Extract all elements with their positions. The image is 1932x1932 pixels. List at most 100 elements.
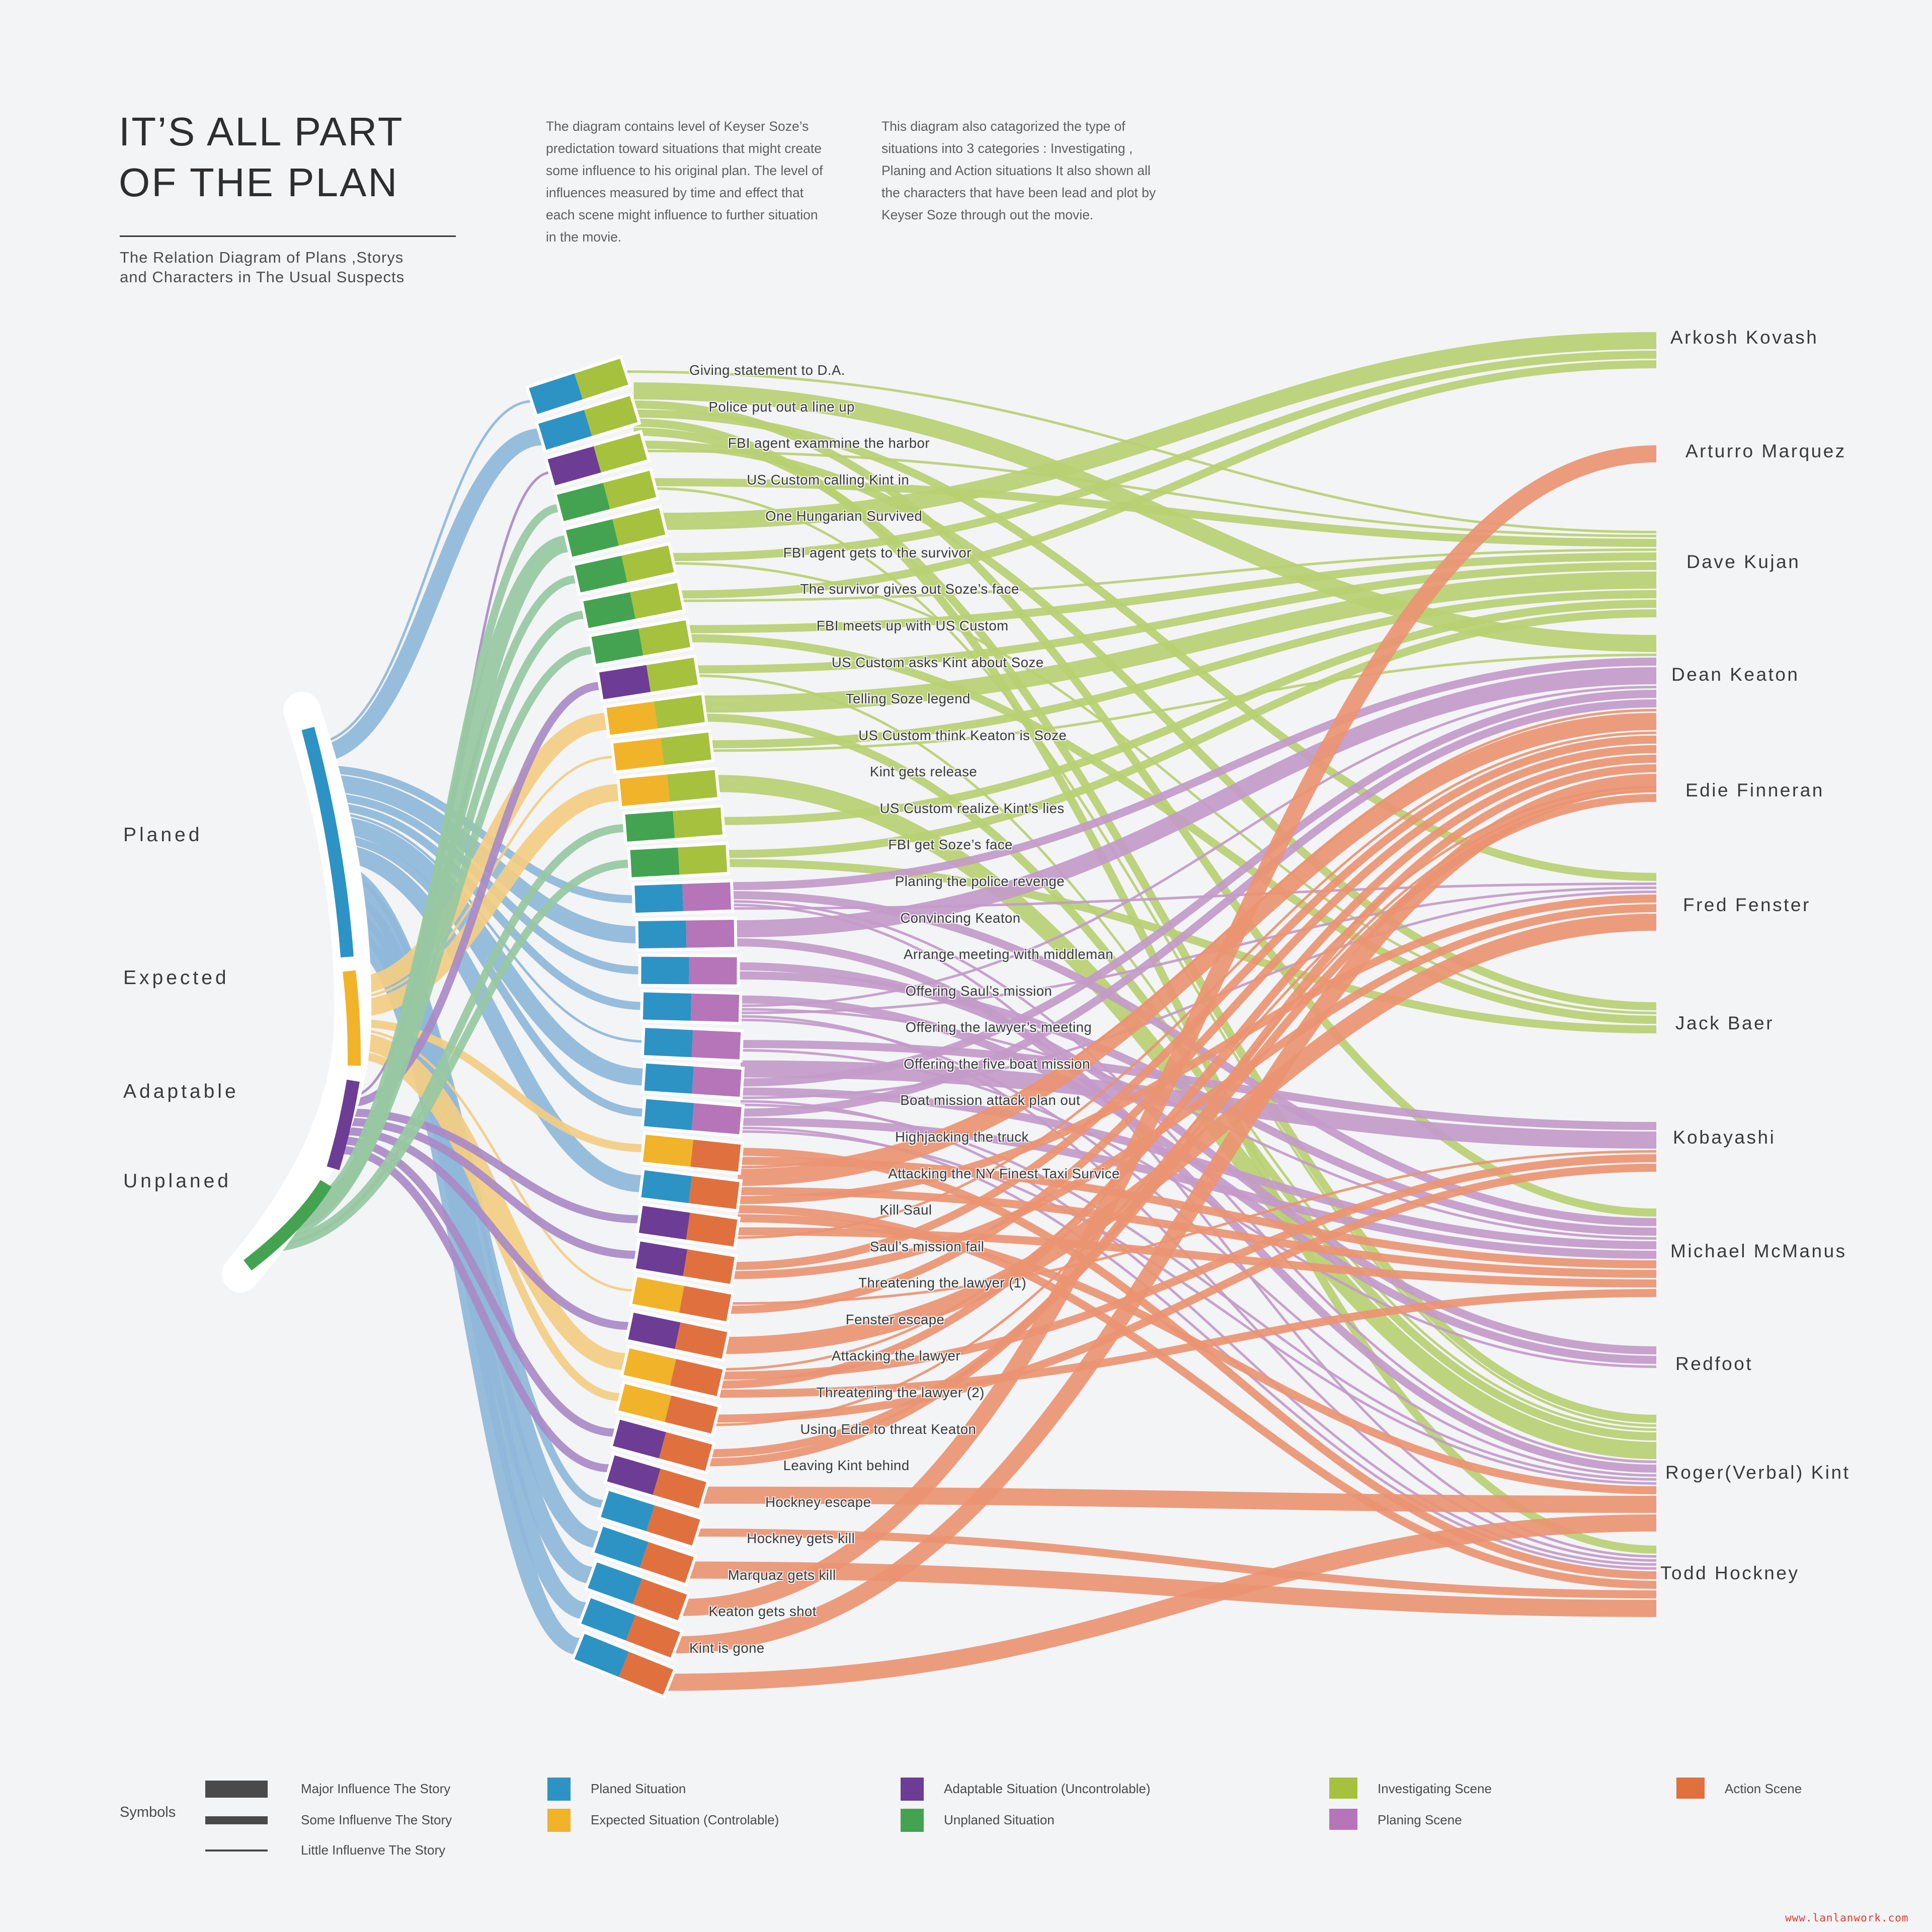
event-node	[553, 467, 660, 525]
event-nodes-layer	[525, 355, 745, 1699]
event-node-scene-half	[670, 1359, 723, 1396]
event-node-scene-half	[574, 358, 628, 399]
flow-ribbon-scene	[740, 1117, 1657, 1259]
flow-ribbon-situation	[351, 784, 621, 1018]
event-node-scene-half	[632, 1578, 687, 1621]
event-label: Using Edie to threat Keaton	[800, 1421, 977, 1437]
left-flows-layer	[264, 399, 646, 1655]
event-node	[610, 729, 715, 774]
event-label: Kint gets release	[869, 764, 978, 780]
event-node-situation-half	[618, 1384, 672, 1422]
legend-scene-label-planing: Planing Scene	[1378, 1812, 1462, 1827]
event-node	[640, 1024, 744, 1063]
flow-ribbon-scene	[732, 736, 1657, 1270]
flow-ribbon-situation	[329, 843, 643, 1192]
character-label-marquez: Arturro Marquez	[1685, 441, 1846, 461]
flow-ribbon-scene	[726, 609, 1657, 858]
character-label-kint: Roger(Verbal) Kint	[1665, 1462, 1850, 1483]
event-node	[562, 504, 669, 560]
legend-influence-swatch-major	[205, 1781, 268, 1798]
event-label: FBI meets up with US Custom	[816, 618, 1009, 633]
event-node-scene-half	[686, 920, 735, 948]
event-label: Highjacking the truck	[895, 1129, 1029, 1145]
situation-arc-layer	[222, 692, 372, 1293]
event-label: Leaving Kint behind	[783, 1458, 910, 1474]
event-label: FBI agent exammine the harbor	[728, 435, 930, 451]
title-divider	[120, 235, 456, 237]
event-label: US Custom think Keaton is Soze	[858, 727, 1067, 743]
legend-symbols-label: Symbols	[120, 1804, 176, 1820]
flow-ribbon-situation	[341, 1127, 631, 1330]
situation-label-adaptable: Adaptable	[123, 1081, 239, 1102]
event-node-situation-half	[641, 956, 689, 985]
event-node-situation-half	[581, 1598, 636, 1641]
event-node-situation-half	[529, 373, 583, 415]
flow-ribbon-scene	[689, 1561, 1657, 1617]
flow-ribbon-scene	[702, 1486, 1657, 1513]
legend-influence-label-some: Some Influenve The Story	[301, 1812, 452, 1827]
event-node	[641, 1060, 745, 1100]
event-node-situation-half	[583, 592, 635, 628]
event-node	[622, 804, 726, 845]
event-node-situation-half	[625, 811, 675, 842]
flow-ribbon-situation	[312, 428, 543, 764]
character-label-redfoot: Redfoot	[1675, 1353, 1753, 1374]
event-node	[628, 1273, 735, 1325]
event-node	[624, 1309, 731, 1362]
event-node-situation-half	[588, 1562, 642, 1604]
character-label-kovash: Arkosh Kovash	[1670, 327, 1819, 348]
flow-ribbon-scene	[738, 895, 1657, 1204]
event-node-scene-half	[665, 1395, 718, 1434]
page-title: IT’S ALL PART OF THE PLAN	[119, 109, 404, 205]
event-node-scene-half	[691, 1030, 741, 1060]
legend-situation-swatch-expected	[547, 1809, 571, 1832]
event-node-scene-half	[688, 1176, 740, 1210]
flow-ribbon-scene	[721, 600, 1657, 825]
flow-ribbon-situation	[344, 1117, 638, 1259]
legend-influence-label-major: Major Influence The Story	[301, 1781, 451, 1796]
event-node-scene-half	[690, 1140, 741, 1172]
event-node	[571, 542, 678, 596]
flow-ribbon-scene	[708, 764, 1657, 1467]
event-node-situation-half	[538, 410, 592, 450]
character-label-baer: Jack Baer	[1675, 1013, 1775, 1033]
event-label: One Hungarian Survived	[765, 508, 923, 524]
legend-scene-label-investigating: Investigating Scene	[1378, 1781, 1492, 1796]
flow-ribbon-scene	[624, 370, 1657, 533]
event-node	[614, 1380, 721, 1437]
legend-situation-label-planed: Planed Situation	[591, 1781, 686, 1796]
event-node-scene-half	[691, 1103, 742, 1135]
flow-ribbon-scene	[633, 382, 1657, 652]
event-node	[609, 1416, 716, 1475]
event-node	[640, 1095, 745, 1138]
event-node-situation-half	[606, 701, 658, 735]
event-node-scene-half	[690, 993, 740, 1022]
event-node	[639, 989, 743, 1025]
event-node-situation-half	[644, 1063, 694, 1094]
event-node-situation-half	[628, 1313, 681, 1349]
flow-ribbon-situation	[324, 815, 646, 1086]
event-node-scene-half	[661, 733, 711, 765]
event-label: Telling Soze legend	[845, 691, 971, 707]
event-node-scene-half	[584, 396, 638, 436]
flow-ribbon-scene	[703, 572, 1657, 713]
event-node-scene-half	[686, 1213, 738, 1247]
event-node-situation-half	[642, 1135, 694, 1167]
intro-paragraph-1: The diagram contains level of Keyser Soz…	[546, 119, 823, 245]
event-node	[637, 1167, 743, 1213]
intro-paragraph-2: This diagram also catagorized the type o…	[881, 119, 1156, 222]
event-node	[603, 1452, 710, 1512]
event-node	[631, 879, 735, 916]
event-label: US Custom calling Kint in	[747, 471, 910, 488]
flow-ribbon-scene	[695, 562, 1657, 674]
event-node	[577, 1594, 684, 1662]
event-node	[627, 841, 731, 880]
event-node-situation-half	[566, 519, 619, 557]
flow-ribbon-scene	[679, 548, 1657, 602]
flow-ribbon-scene	[739, 686, 1657, 1007]
flow-ribbon-scene	[741, 690, 1657, 1087]
flow-ribbon-scene	[729, 1150, 1657, 1305]
event-label: FBI agent gets to the survivor	[783, 544, 972, 560]
flow-ribbon-scene	[709, 654, 1657, 752]
flow-ribbon-scene	[734, 667, 1657, 938]
